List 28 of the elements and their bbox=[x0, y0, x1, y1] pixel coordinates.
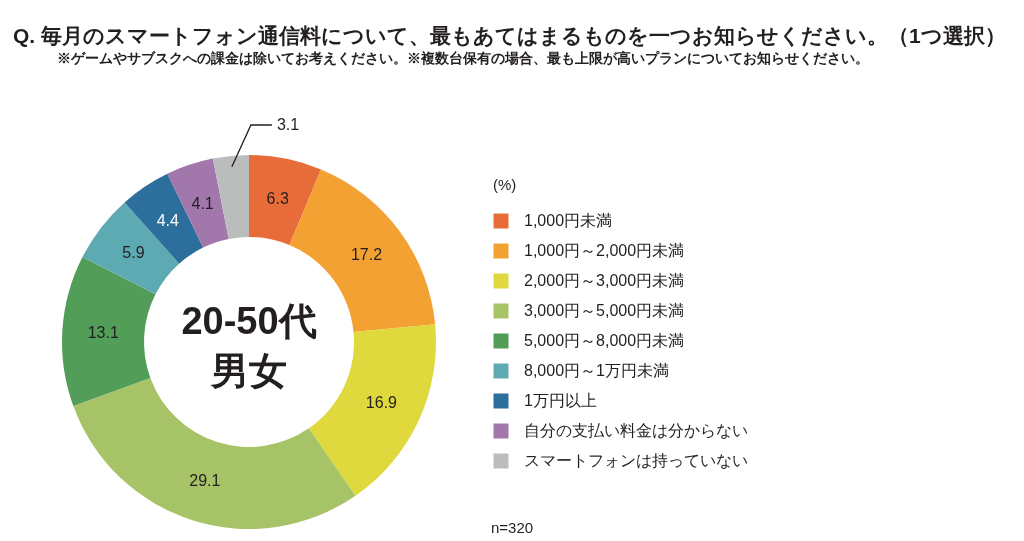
data-label: 16.9 bbox=[365, 394, 398, 412]
data-label: 13.1 bbox=[87, 324, 119, 342]
data-label: 6.3 bbox=[266, 189, 289, 207]
data-label: 17.2 bbox=[350, 246, 383, 264]
data-label: 3.1 bbox=[276, 116, 300, 133]
legend-label: 自分の支払い料金は分からない bbox=[524, 422, 748, 439]
chart-subtitle: ※ゲームやサブスクへの課金は除いてお考えください。※複数台保有の場合、最も上限が高いプランについてお知らせください。 bbox=[57, 49, 869, 67]
donut-slice bbox=[82, 202, 180, 295]
data-label: 4.4 bbox=[156, 211, 179, 229]
donut-slice bbox=[62, 256, 156, 407]
data-label: 5.9 bbox=[122, 243, 145, 261]
legend-label: スマートフォンは持っていない bbox=[524, 452, 748, 469]
legend-label: 8,000円～1万円未満 bbox=[524, 362, 669, 379]
legend-label: 1,000円未満 bbox=[524, 212, 613, 229]
data-label: 4.1 bbox=[191, 194, 214, 212]
text: n=320 bbox=[491, 519, 534, 536]
legend-label: 5,000円～8,000円未満 bbox=[524, 332, 685, 349]
donut-slice bbox=[212, 155, 249, 239]
legend-label: 1,000円～2,000円未満 bbox=[524, 242, 685, 259]
legend-label: 1万円以上 bbox=[524, 392, 597, 409]
legend-label: 2,000円～3,000円未満 bbox=[524, 272, 685, 289]
legend-title: (%) bbox=[493, 176, 517, 193]
text: 20-50代 bbox=[181, 300, 317, 342]
chart-title: Q. 毎月のスマートフォン通信料について、最もあてはまるものを一つお知らせください。（1つ選択） bbox=[13, 23, 1006, 49]
donut-slice bbox=[249, 155, 322, 246]
legend-label: 3,000円～5,000円未満 bbox=[524, 302, 685, 319]
data-label: 29.1 bbox=[189, 472, 221, 490]
text: 男女 bbox=[210, 350, 287, 392]
